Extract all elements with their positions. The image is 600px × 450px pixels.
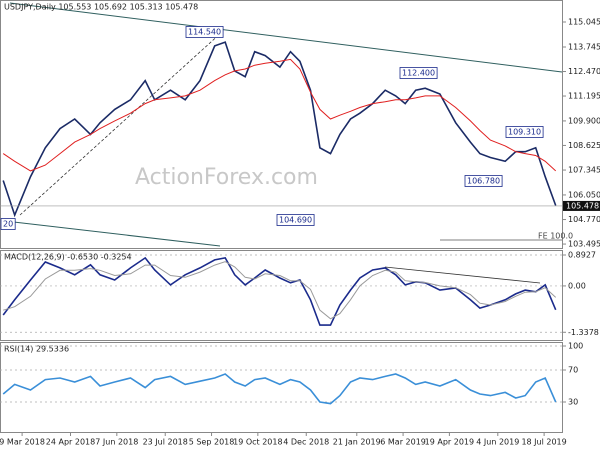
trend-line: [4, 220, 221, 247]
y-tick-label: 112.470: [568, 67, 600, 76]
last-price-tag: [563, 200, 600, 211]
annotation: 112.400: [402, 69, 435, 78]
annotation: 106.780: [467, 177, 500, 186]
annotation-box: [0, 218, 16, 230]
x-tick-label: 9 Mar 2018: [0, 438, 45, 447]
series-line: [3, 261, 557, 320]
y-tick-label: 30: [568, 398, 578, 407]
rsi-panel: [0, 342, 563, 433]
annotation: 20: [3, 220, 13, 229]
x-tick-label: 6 Mar 2019: [380, 438, 426, 447]
annotation: 109.310: [508, 128, 541, 137]
y-tick-label: 107.345: [568, 166, 600, 175]
trend-line: [9, 2, 563, 73]
trend-line: [19, 31, 223, 216]
y-tick-label: 109.900: [568, 116, 600, 125]
y-tick-label: 108.625: [568, 141, 600, 150]
panel-title: USDJPY,Daily 105.553 105.692 105.313 105…: [4, 3, 198, 12]
annotation: 114.540: [188, 28, 221, 37]
series-line: [2, 373, 557, 405]
x-tick-label: 19 Oct 2018: [233, 438, 282, 447]
series-line: [2, 256, 557, 326]
x-tick-label: 7 Jun 2018: [95, 438, 138, 447]
macd-panel: [0, 250, 563, 341]
y-tick-label: 111.195: [568, 92, 600, 101]
annotation: FE 100.0: [538, 232, 573, 241]
annotation-box: [276, 214, 315, 226]
series-line: [2, 58, 557, 172]
x-tick-label: 5 Sep 2018: [189, 438, 235, 447]
y-tick-label: 115.045: [568, 18, 600, 27]
x-tick-label: 19 Apr 2019: [425, 438, 474, 447]
y-tick-label: 113.745: [568, 43, 600, 52]
x-tick-label: 4 Jun 2019: [476, 438, 519, 447]
x-tick-label: 18 Jul 2019: [521, 438, 566, 447]
annotation-box: [185, 26, 224, 38]
y-tick-label: 0.8927: [568, 250, 596, 259]
x-tick-label: 21 Jan 2019: [333, 438, 381, 447]
annotation-box: [505, 126, 544, 138]
y-tick-label: 104.770: [568, 215, 600, 224]
y-tick-label: 103.495: [568, 240, 600, 249]
x-tick-label: 24 Apr 2018: [46, 438, 95, 447]
annotation-box: [464, 175, 503, 187]
panel-title: MACD(12,26,9) -0.6530 -0.3254: [4, 253, 132, 262]
annotation: 104.690: [279, 216, 312, 225]
annotation-box: [399, 67, 438, 79]
divergence-line: [384, 266, 541, 284]
y-tick-label: 70: [568, 366, 578, 375]
last-price-label: 105.478: [566, 201, 599, 210]
watermark: ActionForex.com: [135, 165, 318, 190]
x-tick-label: 23 Jul 2018: [143, 438, 188, 447]
y-tick-label: 100: [568, 342, 583, 351]
x-tick-label: 4 Dec 2018: [283, 438, 329, 447]
series-line: [2, 41, 557, 218]
panel-title: RSI(14) 29.5336: [4, 345, 69, 354]
y-tick-label: 0.00: [568, 281, 586, 290]
y-tick-label: -1.3378: [568, 328, 599, 337]
y-tick-label: 106.050: [568, 190, 600, 199]
price-panel: [0, 0, 563, 249]
